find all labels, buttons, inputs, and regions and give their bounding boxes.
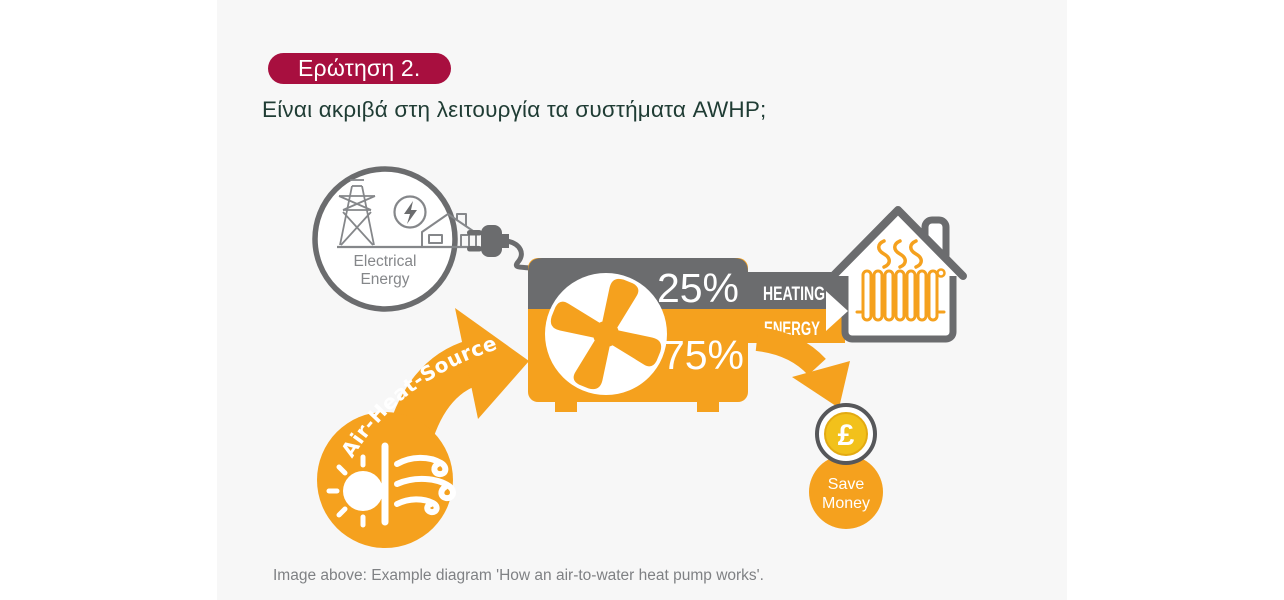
save-label-line1: Save (828, 476, 865, 493)
air-source-circle (317, 412, 456, 548)
heat-waves-icon (877, 239, 923, 269)
pound-coin-icon: £ (815, 403, 877, 465)
electrical-label-line2: Energy (360, 271, 409, 288)
air-share: 75% (662, 332, 744, 378)
plug-icon (467, 225, 534, 271)
coin-symbol: £ (838, 419, 855, 452)
save-label-line2: Money (822, 495, 870, 512)
arrow-chevron-icon (826, 291, 848, 331)
question-badge: Ερώτηση 2. (268, 53, 451, 84)
heat-pump-diagram: Air-Heat-Source (312, 166, 967, 548)
heat-pump-unit: 25% 75% (528, 258, 748, 412)
heating-label: HEATING (763, 284, 825, 305)
radiator-icon (855, 268, 946, 322)
sun-wind-icon (326, 442, 456, 528)
heating-energy-band: HEATING ENERGY (748, 272, 845, 343)
fan-icon (545, 273, 667, 395)
house-icon (421, 213, 477, 247)
save-money-arrow (755, 327, 850, 408)
heated-house (829, 206, 967, 343)
image-caption: Image above: Example diagram 'How an air… (273, 567, 764, 584)
electrical-energy-circle: Electrical Energy (312, 166, 479, 312)
lightning-icon (393, 195, 427, 229)
electricity-share: 25% (657, 265, 739, 311)
save-money-circle: Save Money (809, 455, 883, 529)
pylon-icon (337, 179, 479, 249)
question-text: Είναι ακριβά στη λειτουργία τα συστήματα… (262, 97, 767, 122)
power-cord (504, 238, 534, 271)
electrical-label-line1: Electrical (354, 253, 417, 270)
